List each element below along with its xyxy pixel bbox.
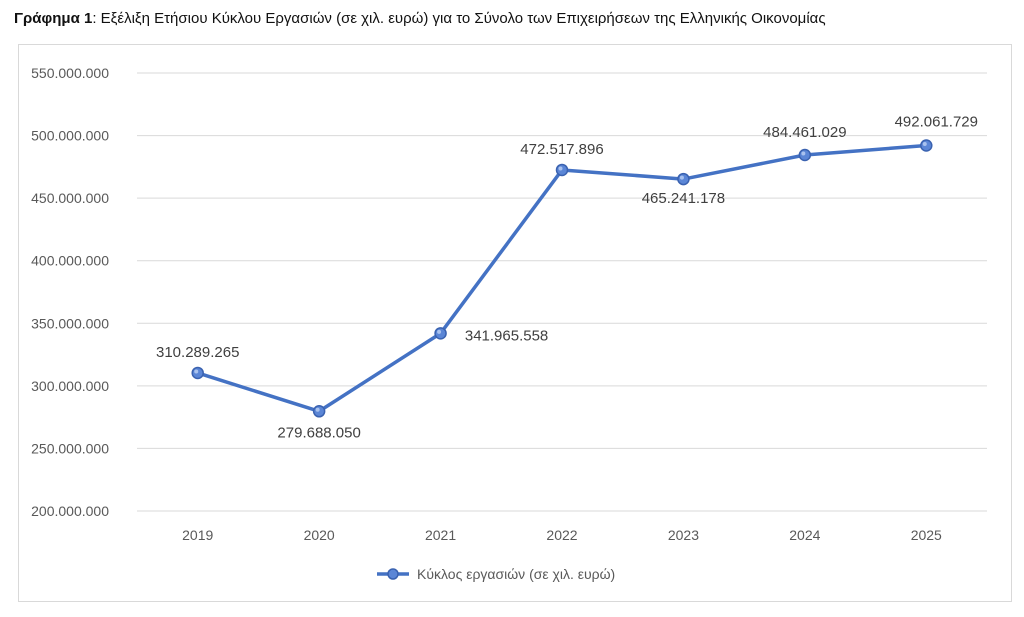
y-tick-label: 350.000.000 xyxy=(31,315,109,331)
data-point xyxy=(434,327,447,340)
gridlines xyxy=(137,72,987,512)
chart-title-bold: Γράφημα 1 xyxy=(14,10,93,27)
series-line xyxy=(195,143,929,414)
data-point xyxy=(191,366,204,380)
data-label: 472.517.896 xyxy=(520,141,603,158)
series-group xyxy=(191,139,933,418)
x-tick-label: 2020 xyxy=(304,527,335,543)
y-tick-label: 450.000.000 xyxy=(31,190,109,206)
chart-area: 200.000.000 250.000.000 300.000.000 350.000… xyxy=(18,44,1012,602)
data-label: 492.061.729 xyxy=(895,114,978,131)
data-point xyxy=(312,405,326,418)
x-axis-ticks: 2019 2020 2021 2022 2023 2024 2025 xyxy=(182,527,942,543)
y-axis-ticks: 200.000.000 250.000.000 300.000.000 350.000… xyxy=(31,65,109,519)
data-point-highlight xyxy=(922,142,927,147)
data-label: 279.688.050 xyxy=(277,424,360,441)
data-label: 310.289.265 xyxy=(156,344,239,361)
y-tick-label: 200.000.000 xyxy=(31,503,109,519)
x-tick-label: 2021 xyxy=(425,527,456,543)
y-tick-label: 500.000.000 xyxy=(31,128,109,144)
x-tick-label: 2025 xyxy=(911,527,942,543)
data-point-highlight xyxy=(679,175,684,180)
x-tick-label: 2022 xyxy=(546,527,577,543)
legend: Κύκλος εργασιών (σε χιλ. ευρώ) xyxy=(377,566,615,582)
line-chart: 200.000.000 250.000.000 300.000.000 350.000… xyxy=(31,65,987,582)
data-point xyxy=(920,139,933,152)
data-label: 341.965.558 xyxy=(465,327,548,344)
y-tick-label: 300.000.000 xyxy=(31,378,109,394)
chart-title-rest: : Εξέλιξη Ετήσιου Κύκλου Εργασιών (σε χι… xyxy=(92,10,826,27)
data-point xyxy=(677,172,690,186)
x-tick-label: 2024 xyxy=(789,527,820,543)
legend-marker xyxy=(387,568,399,580)
legend-label: Κύκλος εργασιών (σε χιλ. ευρώ) xyxy=(417,566,615,582)
data-point-highlight xyxy=(194,369,199,374)
y-tick-label: 250.000.000 xyxy=(31,440,109,456)
data-point-highlight xyxy=(437,329,442,334)
x-tick-label: 2023 xyxy=(668,527,699,543)
data-labels: 310.289.265 279.688.050 341.965.558 472.517… xyxy=(156,114,978,442)
data-point-highlight xyxy=(801,151,806,156)
data-point-highlight xyxy=(558,166,563,171)
y-tick-label: 400.000.000 xyxy=(31,253,109,269)
data-label: 484.461.029 xyxy=(763,124,846,141)
data-point-highlight xyxy=(315,407,320,412)
data-point xyxy=(555,163,569,177)
chart-title: Γράφημα 1: Εξέλιξη Ετήσιου Κύκλου Εργασι… xyxy=(14,10,1014,27)
y-tick-label: 550.000.000 xyxy=(31,65,109,81)
x-tick-label: 2019 xyxy=(182,527,213,543)
data-label: 465.241.178 xyxy=(642,190,725,207)
data-point xyxy=(798,148,812,162)
